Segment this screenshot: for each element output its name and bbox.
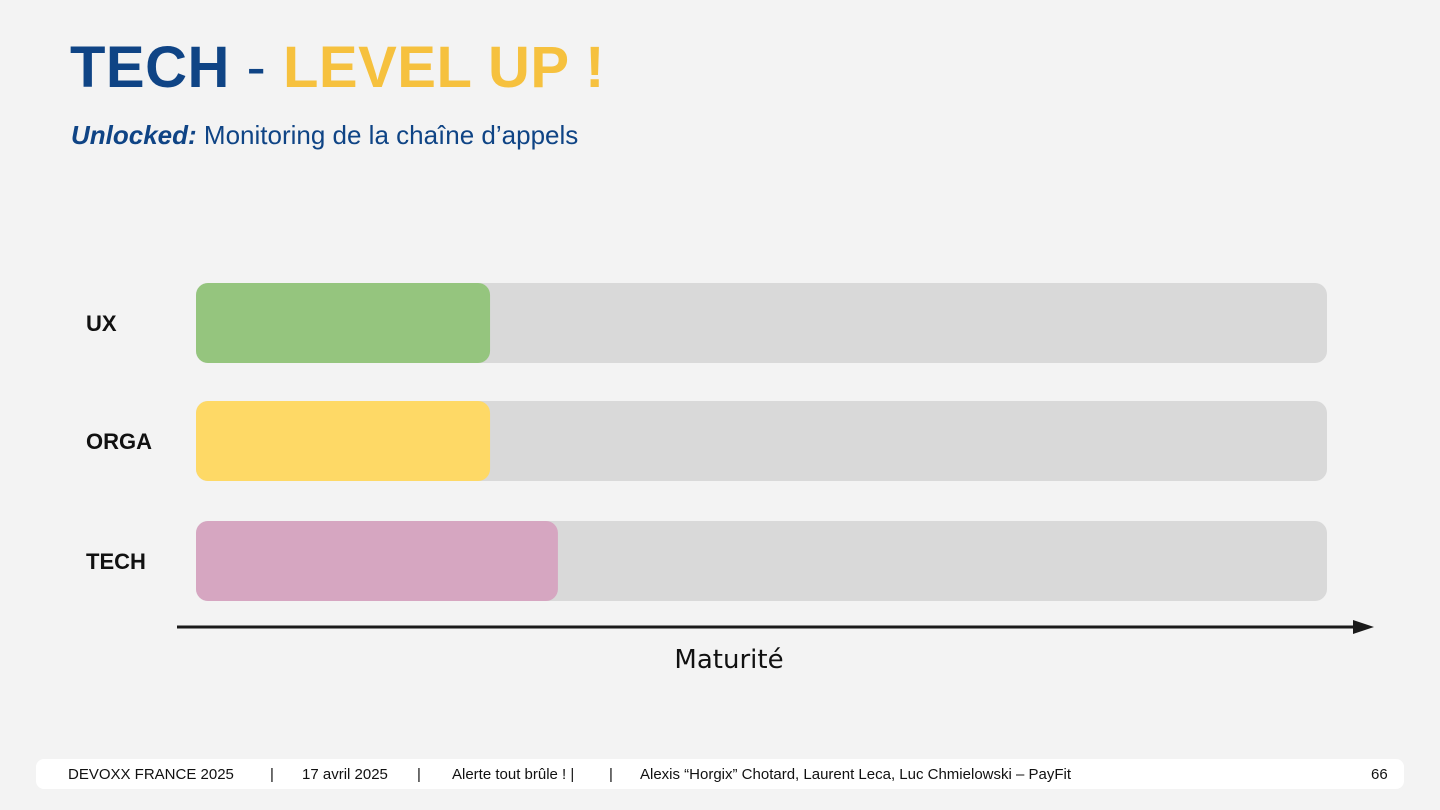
footer-talk: Alerte tout brûle ! |	[452, 766, 575, 783]
category-label-ux: UX	[86, 311, 117, 336]
subtitle-text: Monitoring de la chaîne d’appels	[203, 120, 579, 150]
slide-title: TECH - LEVEL UP !	[70, 34, 605, 101]
footer-speakers: Alexis “Horgix” Chotard, Laurent Leca, L…	[640, 766, 1072, 783]
title-separator: -	[246, 35, 267, 100]
footer-separator: |	[270, 766, 274, 783]
bar-orga	[196, 401, 491, 481]
title-accent: LEVEL UP !	[282, 35, 605, 100]
footer-date: 17 avril 2025	[302, 766, 388, 783]
footer-bar: DEVOXX FRANCE 2025 | 17 avril 2025 | Ale…	[36, 759, 1404, 789]
x-axis-label: Maturité	[674, 645, 783, 675]
bar-ux	[196, 283, 491, 363]
footer-separator: |	[417, 766, 421, 783]
slide-subtitle: Unlocked: Monitoring de la chaîne d’appe…	[71, 120, 578, 151]
category-label-orga: ORGA	[86, 429, 152, 454]
category-label-tech: TECH	[86, 549, 146, 574]
bar-tech	[196, 521, 558, 601]
footer-separator: |	[609, 766, 613, 783]
subtitle-emphasis: Unlocked:	[71, 120, 197, 150]
x-axis-arrowhead	[1353, 620, 1374, 634]
title-main: TECH	[70, 35, 230, 100]
footer-event: DEVOXX FRANCE 2025	[68, 766, 234, 783]
footer-page-number: 66	[1371, 766, 1388, 783]
